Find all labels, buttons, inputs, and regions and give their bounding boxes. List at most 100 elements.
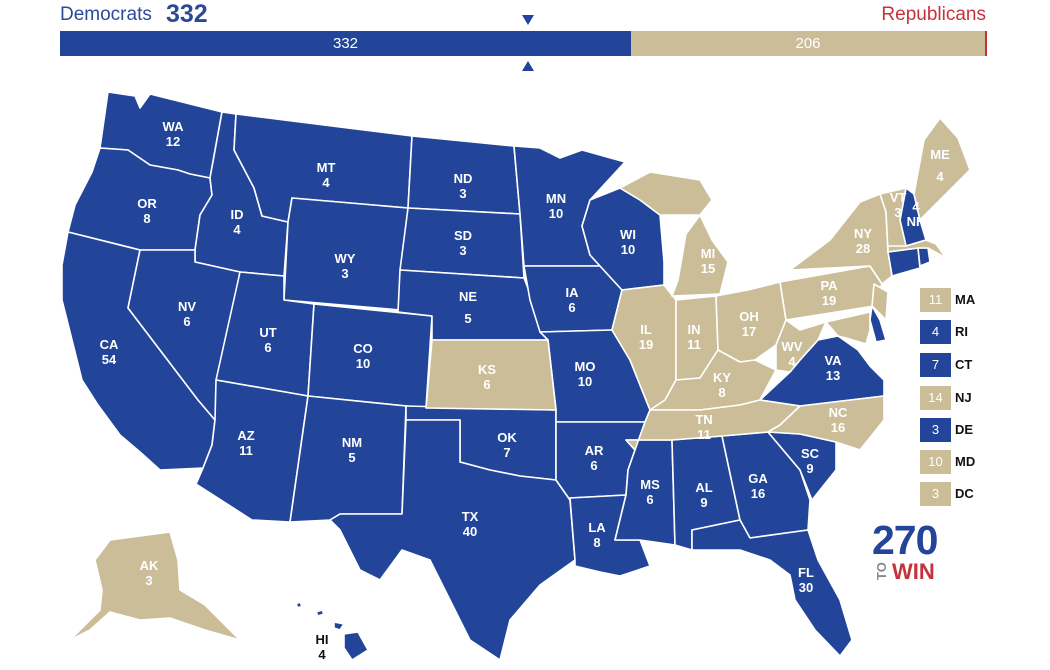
label-NY-abbr: NY [854, 226, 872, 241]
svg-text:IA6: IA 6 [566, 285, 580, 315]
label-VT-ev: 3 [894, 205, 901, 220]
state-TX[interactable] [329, 419, 576, 661]
label-NY-ev: 28 [856, 241, 870, 256]
label-WV-ev: 4 [788, 354, 796, 369]
label-WY-ev: 3 [341, 266, 348, 281]
label-AK-ev: 3 [145, 573, 152, 588]
label-MN-abbr: MN [546, 191, 566, 206]
label-NM-ev: 5 [348, 450, 355, 465]
legend-row-ct[interactable]: 7 CT [920, 353, 1040, 377]
us-electoral-map: WA 12 OR 8 CA 54 ID 4 NV 6 MT 4 WY 3 UT 6 AZ 11 C… [61, 91, 971, 662]
label-NV-ev: 6 [183, 314, 190, 329]
label-IA-ev: 6 [568, 300, 575, 315]
label-NM-abbr: NM [342, 435, 362, 450]
svg-text:KY8: KY 8 [713, 370, 731, 400]
svg-text:NV6: NV 6 [178, 299, 196, 329]
label-PA-ev: 19 [822, 293, 836, 308]
state-NJ[interactable] [871, 283, 889, 321]
svg-text:SD3: SD 3 [454, 228, 472, 258]
svg-text:AR6: AR 6 [585, 443, 604, 473]
legend-ev-box[interactable]: 11 [920, 288, 951, 312]
label-OH-ev: 17 [742, 324, 756, 339]
legend-row-ma[interactable]: 11 MA [920, 288, 1040, 312]
label-LA-ev: 8 [593, 535, 600, 550]
label-MI-abbr: MI [701, 246, 715, 261]
republicans-label: Republicans [881, 4, 986, 25]
label-MO-abbr: MO [575, 359, 596, 374]
label-IL-abbr: IL [640, 322, 652, 337]
label-WA-ev: 12 [166, 134, 180, 149]
label-ID-abbr: ID [231, 207, 244, 222]
label-AR-abbr: AR [585, 443, 604, 458]
svg-text:OR8: OR 8 [137, 196, 157, 226]
svg-text:UT6: UT 6 [259, 325, 276, 355]
legend-ev-box[interactable]: 4 [920, 320, 951, 344]
label-ND-ev: 3 [459, 186, 466, 201]
svg-text:AK3: AK 3 [140, 558, 159, 588]
label-IN-abbr: IN [688, 322, 701, 337]
label-TX-ev: 40 [463, 524, 477, 539]
state-NC[interactable] [767, 395, 885, 451]
label-WI-abbr: WI [620, 227, 636, 242]
state-KS[interactable] [425, 339, 557, 411]
legend-ev-box[interactable]: 14 [920, 386, 951, 410]
legend-ev-box[interactable]: 10 [920, 450, 951, 474]
legend-state-label: RI [955, 324, 968, 339]
legend-row-ri[interactable]: 4 RI [920, 320, 1040, 344]
state-MI[interactable] [619, 171, 729, 297]
legend-row-nj[interactable]: 14 NJ [920, 386, 1040, 410]
label-NE-abbr: NE [459, 289, 477, 304]
legend-row-dc[interactable]: 3 DC [920, 482, 1040, 506]
legend-ev-box[interactable]: 3 [920, 418, 951, 442]
legend-state-label: MA [955, 292, 976, 307]
svg-text:NE5: NE 5 [459, 289, 477, 326]
state-labels: WA 12 OR 8 CA 54 ID 4 NV 6 MT 4 WY 3 UT 6 AZ 11 C… [100, 119, 950, 662]
270towin-logo: 270 TO WIN [872, 516, 952, 584]
logo-win: WIN [892, 559, 935, 584]
svg-text:OK7: OK 7 [497, 430, 517, 460]
label-CA-abbr: CA [100, 337, 119, 352]
state-RI[interactable] [917, 247, 931, 267]
label-UT-ev: 6 [264, 340, 271, 355]
legend-ev-box[interactable]: 7 [920, 353, 951, 377]
state-CT[interactable] [887, 247, 921, 277]
svg-text:MS6: MS 6 [640, 477, 660, 507]
threshold-marker-down-icon [522, 15, 534, 25]
state-MD[interactable] [825, 311, 871, 345]
legend-ev-box[interactable]: 3 [920, 482, 951, 506]
label-ME-ev: 4 [936, 169, 944, 184]
svg-text:WY3: WY 3 [335, 251, 356, 281]
state-HI[interactable] [295, 601, 369, 661]
republican-bar-cap [985, 31, 987, 56]
state-WV[interactable] [775, 319, 827, 373]
state-MA[interactable] [887, 239, 947, 259]
state-AK[interactable] [69, 531, 241, 641]
label-ID-ev: 4 [233, 222, 241, 237]
legend-state-label: MD [955, 454, 976, 469]
state-WY[interactable] [283, 197, 409, 311]
label-AL-abbr: AL [695, 480, 712, 495]
legend-row-md[interactable]: 10 MD [920, 450, 1040, 474]
svg-text:NH: NH [907, 214, 926, 229]
label-NH-abbr: NH [907, 214, 926, 229]
label-MO-ev: 10 [578, 374, 592, 389]
label-FL-abbr: FL [798, 565, 814, 580]
state-ME[interactable] [913, 117, 971, 221]
label-MT-abbr: MT [317, 160, 336, 175]
label-LA-abbr: LA [588, 520, 606, 535]
label-NV-abbr: NV [178, 299, 196, 314]
label-CA-ev: 54 [102, 352, 117, 367]
legend-row-de[interactable]: 3 DE [920, 418, 1040, 442]
state-FL[interactable] [691, 519, 853, 657]
label-IA-abbr: IA [566, 285, 580, 300]
svg-text:HI4: HI 4 [316, 632, 329, 662]
legend-state-label: DC [955, 486, 974, 501]
label-TX-abbr: TX [462, 509, 479, 524]
